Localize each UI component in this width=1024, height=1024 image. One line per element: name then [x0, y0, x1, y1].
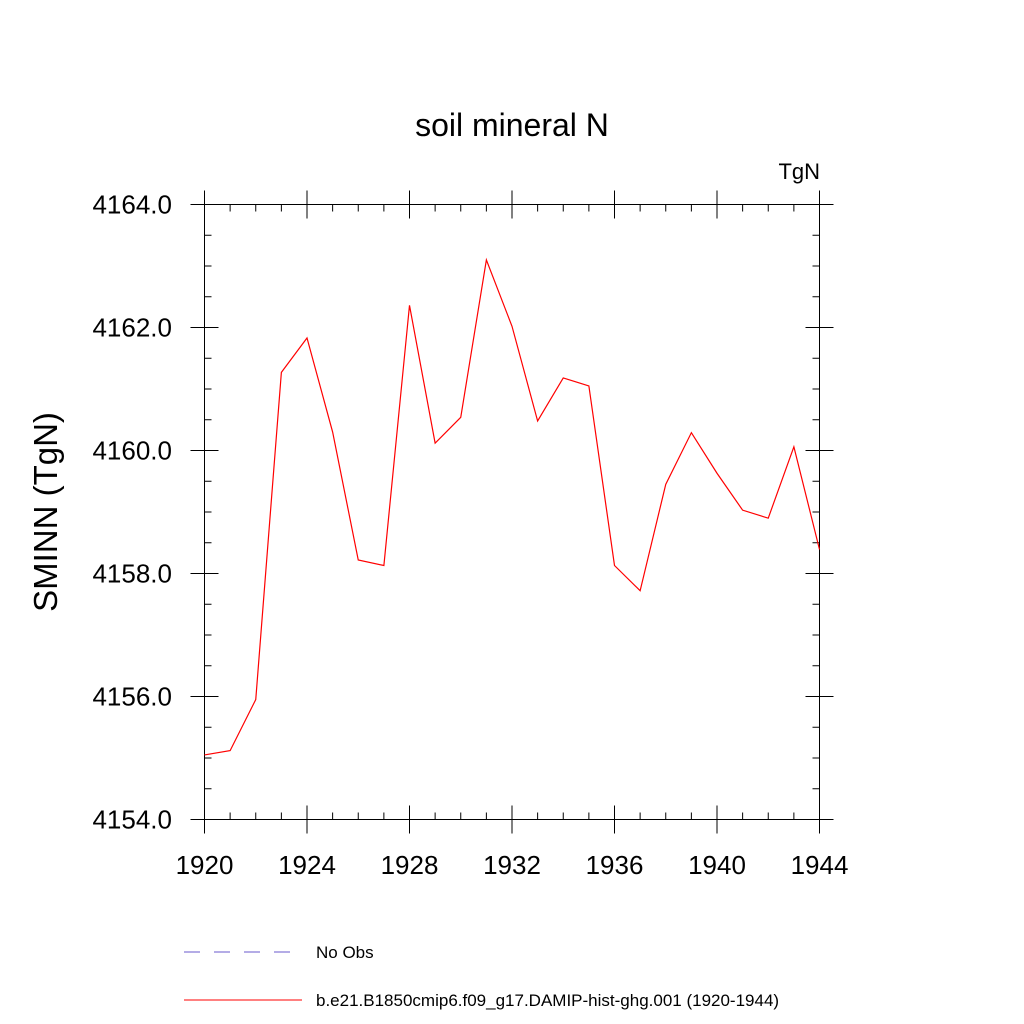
y-tick-label: 4156.0: [92, 682, 172, 712]
series-layer: [204, 257, 821, 756]
x-tick-label: 1940: [688, 850, 746, 880]
legend: No Obs b.e21.B1850cmip6.f09_g17.DAMIP-his…: [184, 943, 779, 1010]
y-tick-label: 4164.0: [92, 190, 172, 220]
y-axis-label: SMINN (TgN): [27, 412, 64, 612]
chart-title: soil mineral N: [415, 107, 609, 143]
series-line: [204, 257, 821, 756]
x-tick-label: 1932: [483, 850, 541, 880]
x-tick-label: 1924: [278, 850, 336, 880]
x-tick-label: 1936: [586, 850, 644, 880]
x-tick-label: 1928: [381, 850, 439, 880]
x-tick-label: 1920: [176, 850, 234, 880]
legend-label: b.e21.B1850cmip6.f09_g17.DAMIP-hist-ghg.…: [316, 991, 779, 1010]
x-tick-label: 1944: [791, 850, 849, 880]
ticks-layer: 1920 1924 1928 1932 1936 1940 1944 4154.0 4156.0…: [92, 190, 848, 881]
plot-frame: [204, 204, 820, 820]
legend-label: No Obs: [316, 943, 374, 962]
y-tick-label: 4160.0: [92, 436, 172, 466]
units-label: TgN: [778, 159, 820, 184]
y-tick-label: 4154.0: [92, 805, 172, 835]
y-tick-label: 4162.0: [92, 313, 172, 343]
y-tick-label: 4158.0: [92, 559, 172, 589]
